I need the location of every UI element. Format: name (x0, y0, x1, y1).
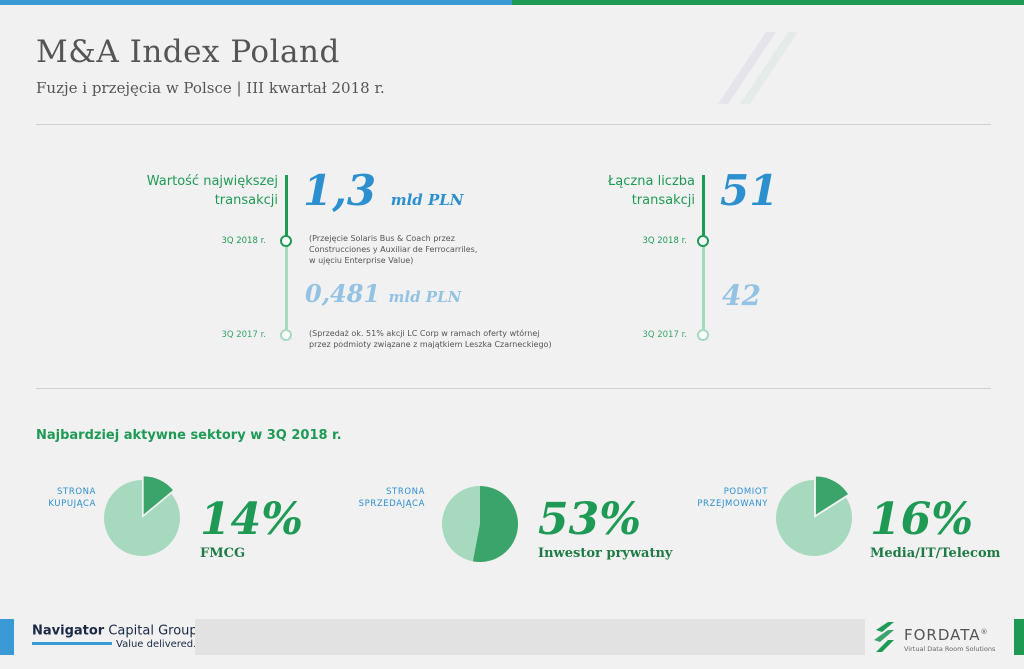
largest-deal-previous-value: 0,481 mld PLN (305, 279, 461, 308)
largest-deal-current-quarter: 3Q 2018 r. (221, 236, 266, 246)
pie-slice-share (143, 476, 173, 515)
timeline-deal-previous (285, 240, 288, 334)
navigator-underline (32, 642, 112, 645)
footer-right-mark (1014, 619, 1024, 655)
sector-name-buyer: FMCG (200, 546, 246, 561)
divider-top (36, 124, 991, 125)
deal-count-current-value: 51 (720, 166, 779, 215)
largest-deal-label-line2: transakcji (214, 193, 278, 208)
sector-pie-seller (442, 486, 518, 562)
top-bar-green (512, 0, 1024, 5)
timeline-count-dot-current (697, 235, 709, 247)
footer-bar (195, 619, 865, 655)
note-line: w ujęciu Enterprise Value) (309, 256, 414, 265)
page-subtitle: Fuzje i przejęcia w Polsce | III kwartał… (36, 79, 385, 97)
largest-deal-current-value: 1,3 mld PLN (303, 166, 464, 215)
top-bar-blue (0, 0, 512, 5)
navigator-name-light: Capital Group (104, 623, 198, 639)
pie-slice-rest (103, 480, 180, 556)
largest-deal-current-number: 1,3 (303, 166, 377, 215)
deal-count-current-quarter: 3Q 2018 r. (642, 236, 687, 246)
note-line: (Przejęcie Solaris Bus & Coach przez (309, 234, 455, 243)
largest-deal-label: Wartość największej transakcji (100, 172, 278, 210)
sector-side-label: STRONA SPRZEDAJĄCA (330, 486, 425, 510)
page-title: M&A Index Poland (36, 34, 340, 70)
navigator-logo: Navigator Capital Group® (32, 623, 205, 638)
footer-left-mark (0, 619, 14, 655)
deal-count-label-line2: transakcji (631, 193, 695, 208)
side-label-line: PODMIOT (723, 487, 768, 497)
fordata-tagline: Virtual Data Room Solutions (904, 645, 996, 653)
side-label-line: SPRZEDAJĄCA (358, 499, 425, 509)
pie-slice-share (472, 486, 518, 562)
note-line: przez podmioty związane z majątkiem Lesz… (309, 340, 552, 349)
sector-side-label: STRONA KUPUJĄCA (20, 486, 96, 510)
side-label-line: STRONA (57, 487, 96, 497)
pie-slice-rest (442, 486, 480, 562)
fordata-reg-mark: ® (980, 628, 989, 636)
note-line: Construcciones y Auxiliar de Ferrocarril… (309, 245, 478, 254)
largest-deal-current-note: (Przejęcie Solaris Bus & Coach przez Con… (309, 233, 477, 266)
note-line: (Sprzedaż ok. 51% akcji LC Corp w ramach… (309, 329, 540, 338)
deal-count-previous-quarter: 3Q 2017 r. (642, 330, 687, 340)
side-label-line: STRONA (386, 487, 425, 497)
decorative-stripes (718, 32, 798, 104)
sector-percent-seller: 53% (538, 494, 642, 545)
sector-pie-buyer (103, 476, 180, 556)
sector-name-seller: Inwestor prywatny (538, 546, 673, 561)
deal-count-label-line1: Łączna liczba (608, 174, 695, 189)
largest-deal-previous-quarter: 3Q 2017 r. (221, 330, 266, 340)
side-label-line: PRZEJMOWANY (697, 499, 768, 509)
timeline-count-current (702, 175, 705, 240)
sector-pie-target (776, 476, 852, 556)
sector-name-target: Media/IT/Telecom (870, 546, 1001, 561)
timeline-dot-previous (280, 329, 292, 341)
pie-slice-rest (776, 480, 852, 556)
largest-deal-previous-note: (Sprzedaż ok. 51% akcji LC Corp w ramach… (309, 328, 552, 350)
timeline-count-previous (702, 240, 705, 334)
largest-deal-label-line1: Wartość największej (146, 174, 278, 189)
sector-side-label: PODMIOT PRZEJMOWANY (670, 486, 768, 510)
fordata-logo-icon (874, 622, 894, 652)
largest-deal-previous-unit: mld PLN (388, 288, 462, 306)
deal-count-previous-value: 42 (722, 279, 761, 312)
navigator-tagline: Value delivered. (116, 639, 197, 650)
largest-deal-previous-number: 0,481 (305, 279, 381, 308)
timeline-count-dot-previous (697, 329, 709, 341)
fordata-name: FORDATA® (904, 626, 989, 644)
deal-count-label: Łączna liczba transakcji (570, 172, 695, 210)
timeline-deal-current (285, 175, 288, 240)
fordata-wordmark: FORDATA (904, 626, 981, 644)
timeline-dot-current (280, 235, 292, 247)
navigator-name-bold: Navigator (32, 623, 105, 639)
sectors-title: Najbardziej aktywne sektory w 3Q 2018 r. (36, 428, 342, 443)
pie-slice-share (815, 476, 849, 515)
sector-percent-buyer: 14% (200, 494, 304, 545)
side-label-line: KUPUJĄCA (48, 499, 96, 509)
largest-deal-current-unit: mld PLN (390, 191, 464, 209)
divider-middle (36, 388, 991, 389)
sector-percent-target: 16% (870, 494, 974, 545)
